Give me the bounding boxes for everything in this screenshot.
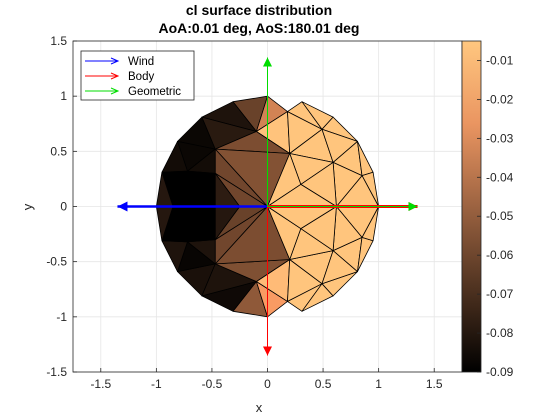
colorbar-tick-label: -0.07: [486, 287, 514, 301]
colorbar-tick-label: -0.01: [486, 53, 514, 67]
x-tick-label: -0.5: [202, 377, 223, 391]
colorbar-tick-label: -0.06: [486, 248, 514, 262]
wind-vector: [117, 201, 268, 212]
x-tick-label: -1.5: [90, 377, 111, 391]
chart-title: cl surface distribution: [186, 2, 332, 18]
y-tick-label: 0.5: [50, 144, 67, 158]
legend: Wind Body Geometric: [80, 50, 195, 101]
legend-label: Geometric: [128, 86, 181, 98]
legend-label: Body: [128, 71, 154, 83]
legend-label: Wind: [128, 56, 154, 68]
colorbar-tick-label: -0.03: [486, 131, 514, 145]
y-tick-label: 0: [60, 200, 67, 214]
y-tick-label: -1: [56, 310, 67, 324]
y-tick-label: 1: [60, 89, 67, 103]
y-tick-label: -1.5: [46, 365, 67, 379]
colorbar-ticks: -0.01 -0.02 -0.03 -0.04 -0.05 -0.06 -0.07 -0.08…: [477, 53, 514, 379]
colorbar-tick-label: -0.04: [486, 170, 514, 184]
colorbar-tick-label: -0.08: [486, 326, 514, 340]
legend-entry-body: Body: [85, 71, 154, 83]
chart-subtitle: AoA:0.01 deg, AoS:180.01 deg: [159, 20, 360, 36]
x-axis-ticks: -1.5 -1 -0.5 0 0.5 1 1.5: [90, 368, 443, 391]
colorbar-gradient: [461, 40, 482, 373]
legend-entry-geometric: Geometric: [85, 86, 181, 98]
y-axis-ticks: -1.5 -1 -0.5 0 0.5 1 1.5: [46, 34, 77, 379]
geometric-vector: [267, 202, 418, 211]
legend-entry-wind: Wind: [85, 56, 154, 68]
y-axis-label: y: [20, 203, 35, 210]
body-vector: [263, 206, 272, 356]
geometric-vector: [263, 57, 272, 207]
x-tick-label: 1.5: [426, 377, 443, 391]
x-tick-label: 1: [375, 377, 382, 391]
x-tick-label: 0: [264, 377, 271, 391]
colorbar-tick-label: -0.05: [486, 209, 514, 223]
colorbar-tick-label: -0.09: [486, 365, 514, 379]
y-tick-label: -0.5: [46, 255, 67, 269]
surface-mesh: [155, 95, 380, 318]
x-axis-label: x: [256, 400, 263, 415]
colorbar: -0.01 -0.02 -0.03 -0.04 -0.05 -0.06 -0.07 -0.08…: [461, 40, 514, 379]
y-tick-label: 1.5: [50, 34, 67, 48]
colorbar-tick-label: -0.02: [486, 92, 514, 106]
vector-arrows: [117, 57, 418, 356]
x-tick-label: -1: [151, 377, 162, 391]
x-tick-label: 0.5: [315, 377, 332, 391]
